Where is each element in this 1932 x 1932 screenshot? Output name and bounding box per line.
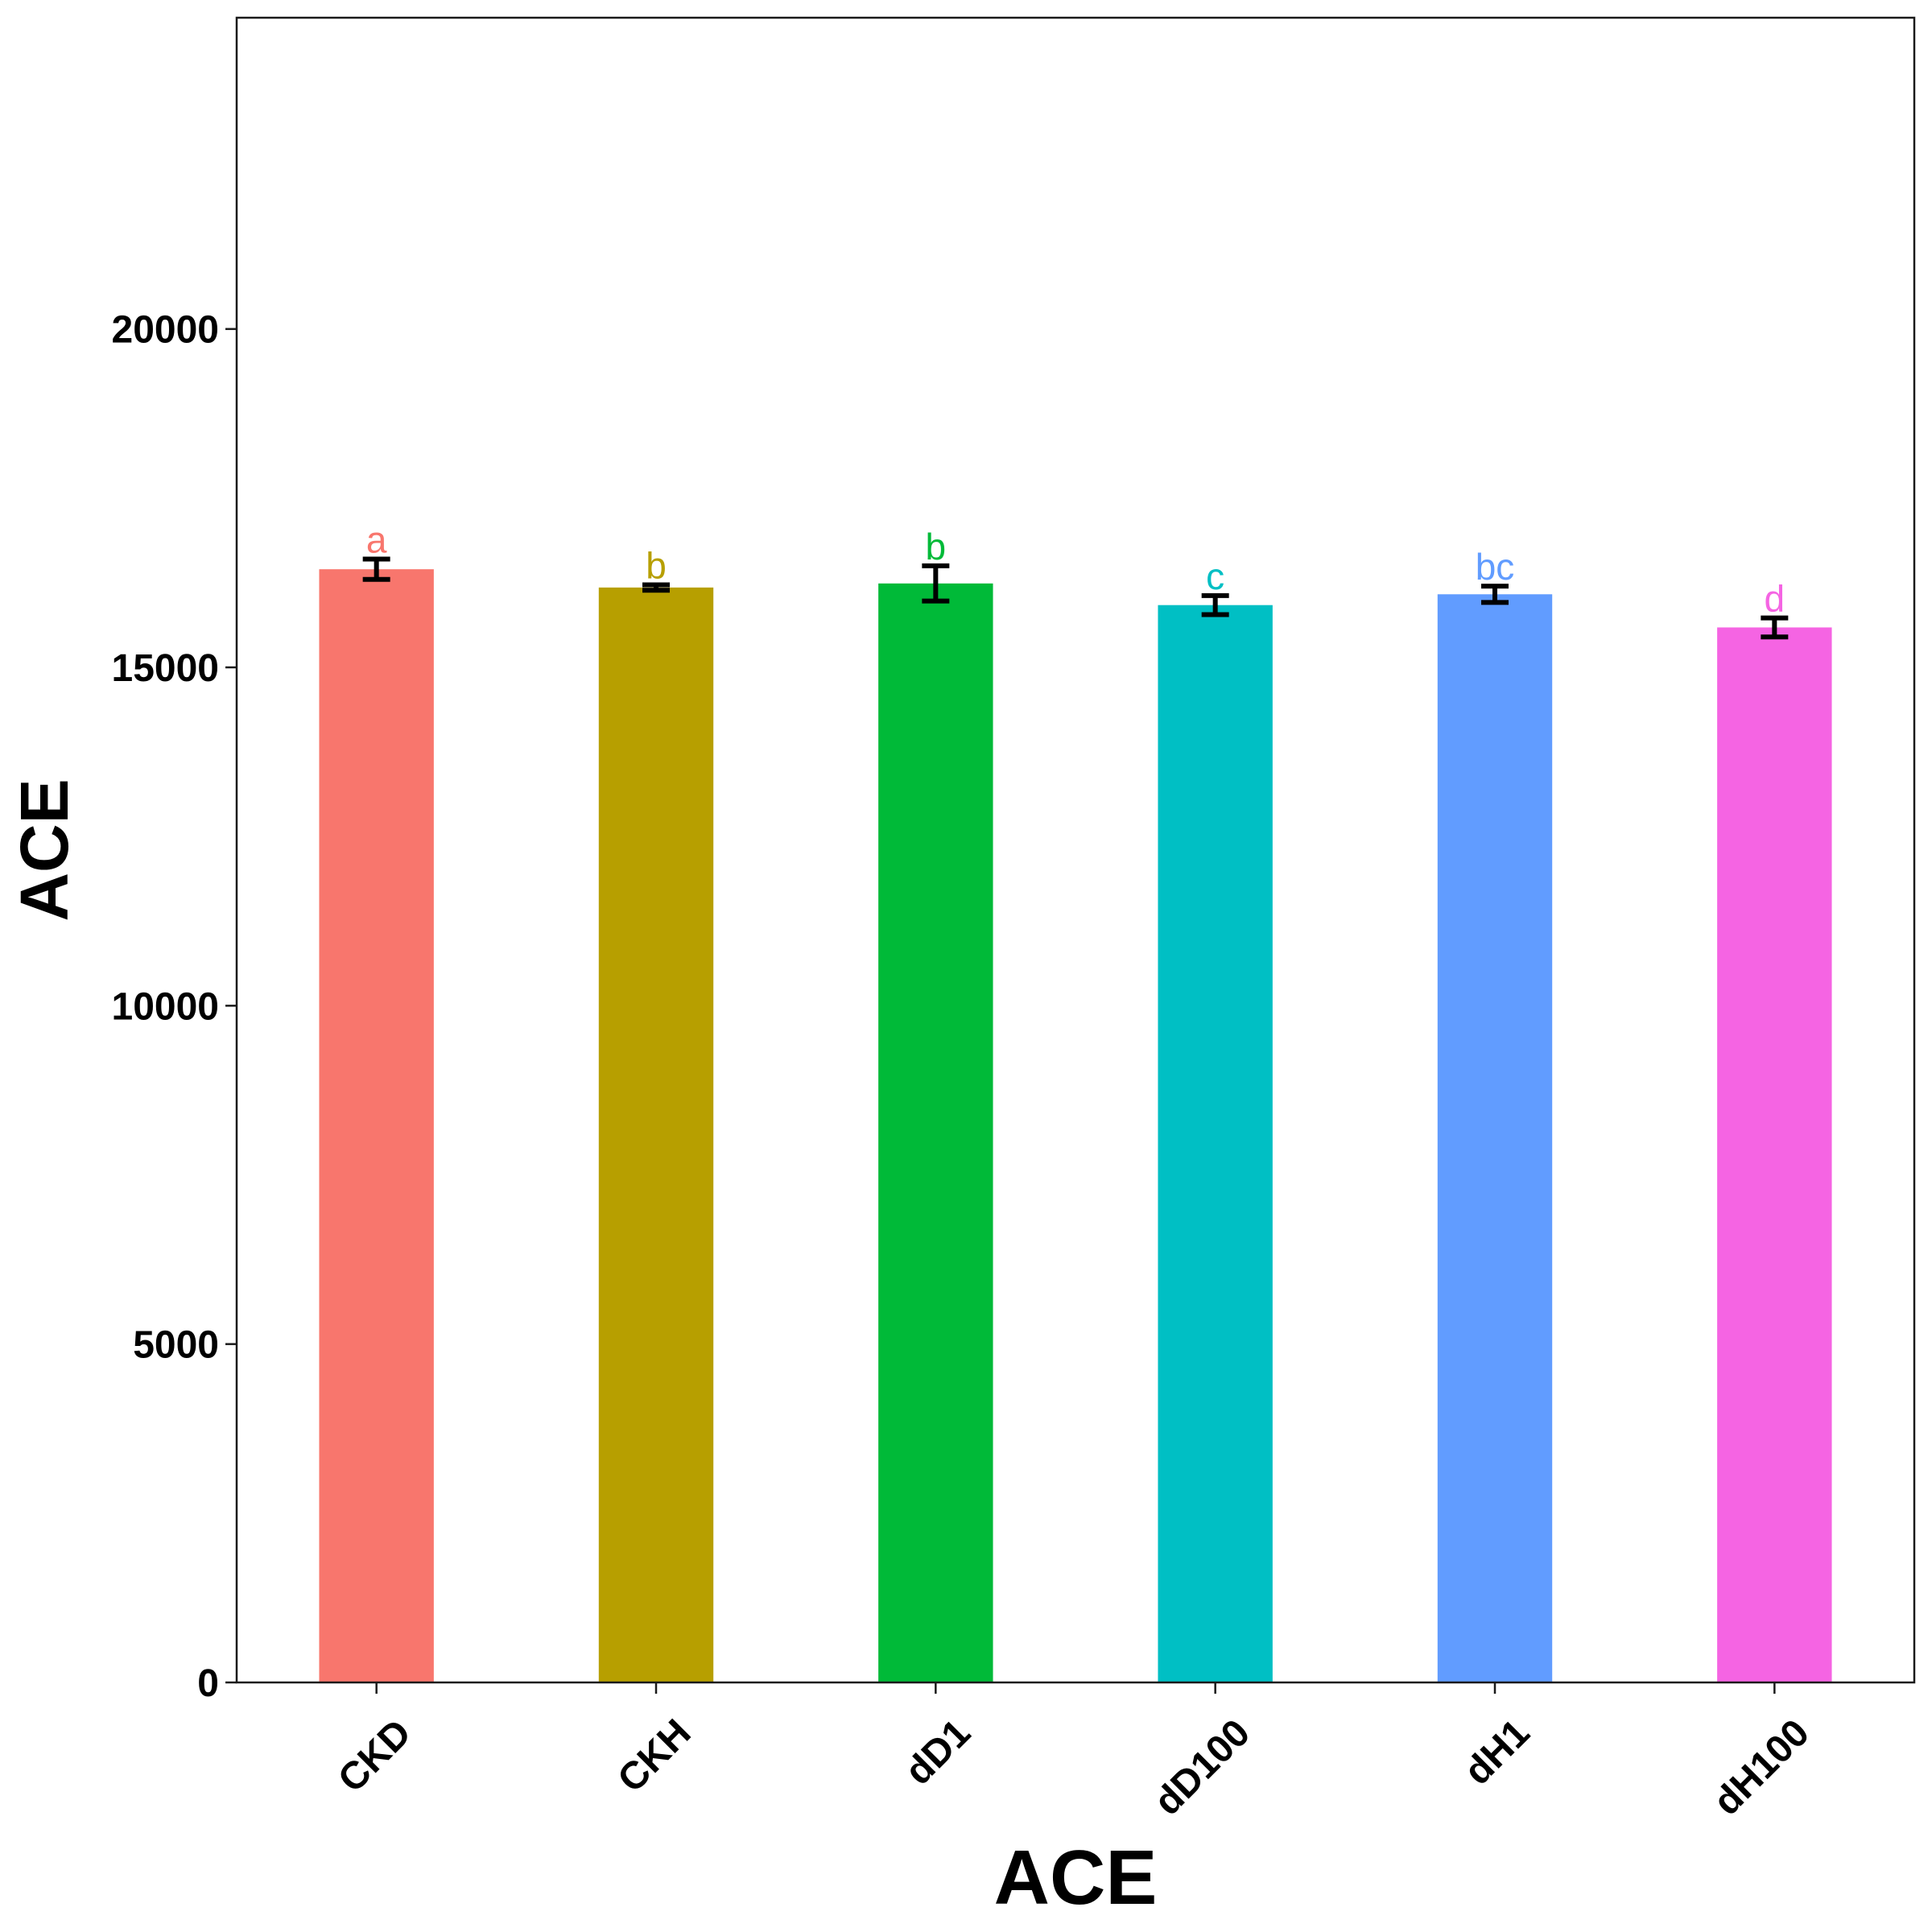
y-axis-title: ACE <box>6 778 82 921</box>
y-axis: 0 5000 10000 15000 20000 <box>112 309 237 1705</box>
significance-labels-layer: ab bc bcd <box>366 519 1785 620</box>
significance-label-CKD: a <box>366 519 387 561</box>
bar-dH100 <box>1717 627 1832 1682</box>
error-bar-dD1 <box>922 563 950 604</box>
bar-dD100 <box>1158 605 1273 1682</box>
y-tick-label: 20000 <box>112 309 219 352</box>
error-bar-dH1 <box>1481 584 1509 605</box>
error-bar-CKD <box>362 556 390 582</box>
bar-CKH <box>598 587 714 1682</box>
significance-label-dD1: b <box>926 526 947 568</box>
y-tick-label: 0 <box>197 1662 219 1705</box>
bar-dD1 <box>878 583 993 1683</box>
error-bar-CKH <box>642 582 670 593</box>
x-axis: CKD CKH dD1 dD100 dH1 dH100 <box>330 1682 1818 1823</box>
y-tick-label: 5000 <box>133 1324 219 1367</box>
significance-label-dH1: bc <box>1476 546 1515 588</box>
bars-layer <box>319 569 1832 1683</box>
bar-dH1 <box>1437 594 1553 1682</box>
x-axis-title: ACE <box>994 1835 1158 1921</box>
x-tick-label-CKH: CKH <box>610 1711 700 1801</box>
plot-panel-border <box>235 16 1916 1684</box>
x-tick-label-CKD: CKD <box>330 1711 419 1801</box>
significance-label-dD100: c <box>1206 555 1224 597</box>
x-tick-label-dH100: dH100 <box>1706 1711 1818 1823</box>
x-tick-label-dD100: dD100 <box>1146 1711 1258 1823</box>
significance-label-CKH: b <box>646 544 667 586</box>
y-tick-label: 15000 <box>112 647 219 690</box>
y-tick-label: 10000 <box>112 985 219 1028</box>
error-bar-dD100 <box>1201 592 1229 617</box>
x-tick-label-dH1: dH1 <box>1456 1711 1538 1794</box>
bar-CKD <box>319 569 434 1682</box>
error-bar-dH100 <box>1761 615 1789 640</box>
error-bars-layer <box>362 556 1789 640</box>
significance-label-dH100: d <box>1765 578 1785 620</box>
x-tick-label-dD1: dD1 <box>897 1711 979 1794</box>
